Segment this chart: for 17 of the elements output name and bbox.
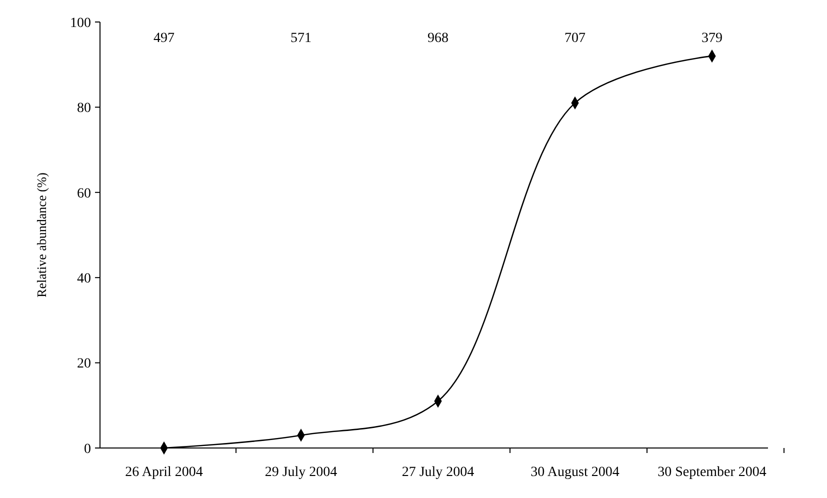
x-tick-label: 29 July 2004 [264,465,338,480]
annotation: 571 [290,31,312,46]
y-tick-label: 40 [77,272,91,286]
annotation: 968 [428,31,448,46]
x-tick-label: 30 September 2004 [658,465,766,480]
y-axis-title: Relative abundance (%) [34,172,49,298]
y-tick-label: 100 [70,16,91,31]
annotation: 707 [564,31,586,46]
y-tick-label: 20 [77,356,91,372]
annotation: 497 [154,31,174,46]
x-tick-label: 27 July 2004 [402,465,474,480]
y-tick-label: 80 [77,101,91,116]
y-tick-label: 60 [77,186,91,202]
y-tick-label: 0 [84,442,91,457]
x-tick-label: 30 August 2004 [530,465,620,480]
annotation: 379 [702,31,722,46]
x-tick-label: 26 April 2004 [125,465,203,480]
